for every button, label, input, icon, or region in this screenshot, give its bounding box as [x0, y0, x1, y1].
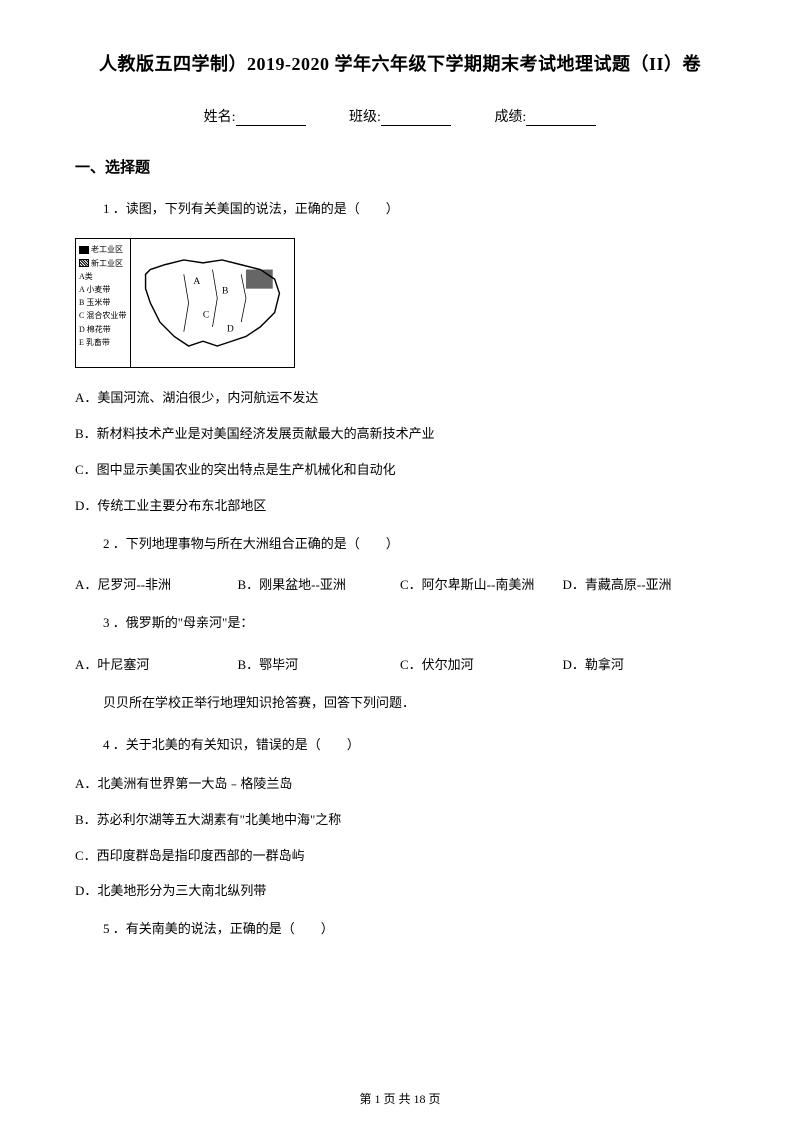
- q3-option-b: B．鄂毕河: [238, 653, 401, 676]
- usa-map-figure: 老工业区 新工业区 A类 A 小麦带 B 玉米带 C 混合农业带 D 棉花带 E…: [75, 238, 295, 368]
- q4-option-a: A．北美洲有世界第一大岛﹣格陵兰岛: [75, 774, 725, 795]
- q2-options: A．尼罗河--非洲 B．刚果盆地--亚洲 C．阿尔卑斯山--南美洲 D．青藏高原…: [75, 573, 725, 596]
- context-text: 贝贝所在学校正举行地理知识抢答赛，回答下列问题．: [75, 691, 725, 714]
- class-label: 班级:: [349, 110, 381, 125]
- map-image: A B C D: [131, 239, 294, 367]
- q2-option-a: A．尼罗河--非洲: [75, 573, 238, 596]
- question-2: 2 ．下列地理事物与所在大洲组合正确的是（ ）: [75, 532, 725, 555]
- student-info-line: 姓名: 班级: 成绩:: [75, 106, 725, 126]
- svg-text:B: B: [222, 286, 228, 297]
- class-field[interactable]: [381, 110, 451, 126]
- legend-item: 新工业区: [91, 258, 123, 269]
- svg-text:A: A: [193, 276, 200, 287]
- section-1-header: 一、选择题: [75, 156, 725, 177]
- footer-text: 页 共: [380, 1092, 413, 1106]
- q4-option-c: C．西印度群岛是指印度西部的一群岛屿: [75, 846, 725, 867]
- q4-option-d: D．北美地形分为三大南北纵列带: [75, 881, 725, 902]
- question-1: 1 ．读图，下列有关美国的说法，正确的是（ ）: [75, 197, 725, 220]
- question-3: 3 ．俄罗斯的"母亲河"是：: [75, 611, 725, 634]
- legend-item: D 棉花带: [79, 324, 111, 335]
- map-legend: 老工业区 新工业区 A类 A 小麦带 B 玉米带 C 混合农业带 D 棉花带 E…: [76, 239, 131, 367]
- q1-option-d: D．传统工业主要分布东北部地区: [75, 496, 725, 517]
- footer-text: 页: [426, 1092, 441, 1106]
- q3-option-d: D．勒拿河: [563, 653, 726, 676]
- svg-text:C: C: [203, 310, 209, 321]
- exam-title: 人教版五四学制）2019-2020 学年六年级下学期期末考试地理试题（II）卷: [75, 50, 725, 76]
- footer-text: 第: [359, 1092, 374, 1106]
- question-5: 5 ．有关南美的说法，正确的是（ ）: [75, 917, 725, 940]
- name-field[interactable]: [236, 110, 306, 126]
- legend-item: A类: [79, 271, 93, 282]
- q2-option-c: C．阿尔卑斯山--南美洲: [400, 573, 563, 596]
- svg-text:D: D: [227, 324, 234, 335]
- name-label: 姓名:: [204, 110, 236, 125]
- q1-option-c: C．图中显示美国农业的突出特点是生产机械化和自动化: [75, 460, 725, 481]
- score-field[interactable]: [526, 110, 596, 126]
- legend-item: E 乳畜带: [79, 337, 110, 348]
- score-label: 成绩:: [494, 110, 526, 125]
- q3-option-c: C．伏尔加河: [400, 653, 563, 676]
- q3-option-a: A．叶尼塞河: [75, 653, 238, 676]
- legend-item: C 混合农业带: [79, 310, 126, 321]
- q3-options: A．叶尼塞河 B．鄂毕河 C．伏尔加河 D．勒拿河: [75, 653, 725, 676]
- legend-item: 老工业区: [91, 244, 123, 255]
- page-total: 18: [414, 1092, 426, 1106]
- usa-outline-svg: A B C D: [136, 244, 289, 362]
- page-footer: 第 1 页 共 18 页: [0, 1090, 800, 1107]
- legend-item: A 小麦带: [79, 284, 110, 295]
- q1-option-b: B．新材料技术产业是对美国经济发展贡献最大的高新技术产业: [75, 424, 725, 445]
- q1-option-a: A．美国河流、湖泊很少，内河航运不发达: [75, 388, 725, 409]
- q2-option-b: B．刚果盆地--亚洲: [238, 573, 401, 596]
- question-4: 4 ．关于北美的有关知识，错误的是（ ）: [75, 733, 725, 756]
- q4-option-b: B．苏必利尔湖等五大湖素有"北美地中海"之称: [75, 810, 725, 831]
- legend-item: B 玉米带: [79, 297, 110, 308]
- q2-option-d: D．青藏高原--亚洲: [563, 573, 726, 596]
